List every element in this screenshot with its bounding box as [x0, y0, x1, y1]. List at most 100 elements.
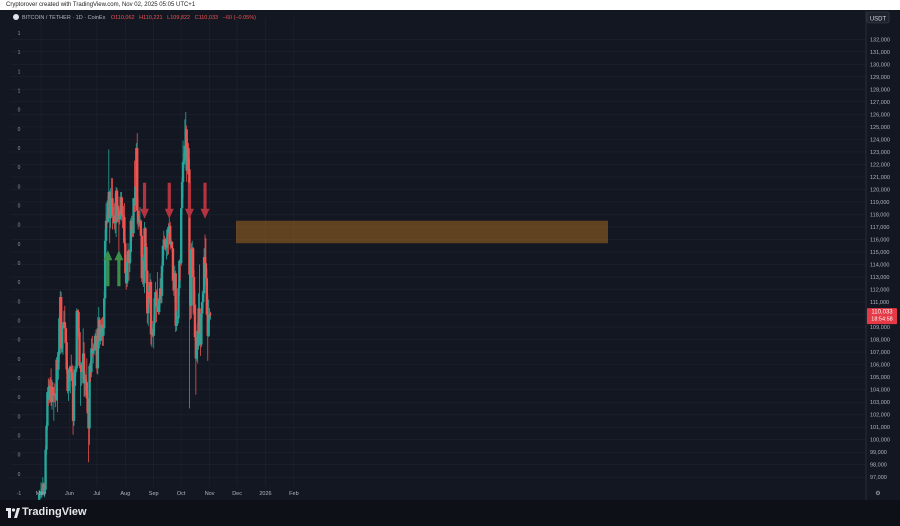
candle-body	[124, 243, 127, 274]
candle-body	[162, 239, 165, 246]
candle-body	[143, 228, 146, 284]
currency-label: USDT	[870, 17, 887, 23]
candle-body	[106, 200, 110, 222]
candle-body	[166, 229, 169, 247]
candle-body	[76, 310, 79, 313]
price-tick-label: 101,000	[870, 425, 890, 431]
candle-body	[108, 191, 111, 219]
price-tick-label: 114,000	[870, 263, 889, 269]
left-axis-label: 0	[18, 146, 21, 152]
ohlc-legend: BITCOIN / TETHER · 1D · CoinEx O110,062 …	[22, 15, 256, 21]
candle-body	[90, 348, 93, 373]
time-tick-label: Sep	[149, 491, 159, 497]
time-axis[interactable]: May Jun Jul Aug Sep Oct Nov Dec 2026 Feb ⚙	[36, 490, 881, 497]
price-tick-label: 113,000	[870, 275, 889, 281]
candle-body	[61, 327, 65, 329]
price-tick-label: 132,000	[870, 37, 890, 43]
candle-body	[149, 282, 153, 335]
left-axis-label: -1	[17, 491, 22, 497]
candle-body	[174, 273, 177, 326]
candle-body	[200, 313, 203, 345]
candle-body	[58, 318, 61, 355]
candle-body	[128, 252, 132, 264]
candle-body	[55, 359, 58, 400]
candle-body	[177, 288, 180, 319]
price-tick-label: 106,000	[870, 363, 890, 369]
candle-body	[134, 186, 137, 206]
candle-body	[188, 169, 191, 275]
candle-body	[168, 225, 172, 245]
price-tick-label: 108,000	[870, 338, 890, 344]
time-tick-label: Dec	[232, 491, 242, 497]
currency-badge[interactable]	[866, 11, 890, 24]
candles	[37, 111, 212, 503]
candle-body	[181, 161, 185, 182]
candle-body	[85, 382, 89, 399]
price-axis[interactable]: 97,000 98,000 99,000 100,000 101,000 102,000 1…	[870, 37, 890, 481]
time-tick-label: May	[36, 491, 47, 497]
candle-body	[193, 304, 197, 338]
candle-body	[123, 216, 126, 244]
candle-body	[136, 148, 139, 211]
candle-body	[153, 298, 156, 324]
candle-body	[207, 319, 210, 336]
price-tick-label: 122,000	[870, 162, 890, 168]
candle-body	[161, 245, 165, 266]
chart-frame[interactable]: 97,000 98,000 99,000 100,000 101,000 102,000 1…	[0, 10, 900, 503]
price-tick-label: 118,000	[870, 212, 889, 218]
candle-body	[66, 369, 69, 391]
candle-body	[98, 319, 101, 341]
time-tick-label: Nov	[205, 491, 215, 497]
time-tick-label: Feb	[289, 491, 298, 497]
left-axis-label: 0	[18, 127, 21, 133]
left-axis-label: 0	[18, 184, 21, 190]
candle-body	[147, 292, 150, 314]
arrow-up-marker	[103, 250, 113, 287]
price-tick-label: 127,000	[870, 100, 890, 106]
price-tick-label: 121,000	[870, 175, 890, 181]
settings-icon[interactable]: ⚙	[875, 490, 880, 497]
legend-low: L109,822	[167, 15, 190, 21]
candle-body	[64, 328, 67, 343]
tradingview-logo-icon	[6, 508, 20, 518]
candle-body	[191, 248, 195, 278]
price-tick-label: 117,000	[870, 225, 889, 231]
left-axis: 1 1 1 1 0 0 0 0 0 0 0 0 0 0 0 0 0 0 0 0 0 0 0 0 -1	[17, 31, 22, 497]
candle-body	[163, 239, 166, 241]
candle-body	[51, 387, 55, 396]
price-tick-label: 97,000	[870, 475, 887, 481]
candle-body	[88, 365, 91, 429]
candle-body	[160, 265, 164, 296]
candle-body	[182, 159, 186, 162]
candle-body	[158, 299, 161, 313]
candle-body	[125, 262, 129, 284]
price-chart[interactable]: 97,000 98,000 99,000 100,000 101,000 102,000 1…	[0, 10, 900, 503]
price-tick-label: 130,000	[870, 62, 890, 68]
time-tick-label: 2026	[259, 491, 271, 497]
price-tick-label: 112,000	[870, 288, 889, 294]
candle-body	[99, 337, 102, 341]
price-tick-label: 100,000	[870, 438, 890, 444]
candle-body	[46, 392, 49, 426]
left-axis-label: 1	[18, 50, 21, 56]
price-tick-label: 111,000	[870, 300, 889, 306]
candle-body	[190, 249, 193, 306]
candle-body	[115, 190, 119, 206]
candle-body	[92, 348, 96, 351]
candle-body	[103, 298, 106, 329]
chart-credit-text: Cryptorover created with TradingView.com…	[6, 2, 196, 8]
price-tick-label: 102,000	[870, 413, 890, 419]
price-tag-box	[867, 308, 897, 325]
left-axis-label: 1	[18, 31, 21, 37]
candle-body	[109, 205, 112, 219]
candle-body	[192, 277, 196, 305]
price-tick-label: 123,000	[870, 150, 890, 156]
candle-body	[44, 449, 47, 490]
candle-body	[57, 354, 60, 370]
candle-body	[113, 215, 116, 224]
candle-body	[116, 205, 120, 211]
candle-body	[82, 353, 86, 384]
price-axis-bg[interactable]	[866, 10, 900, 500]
price-tag-price: 110,033	[871, 310, 893, 316]
candle-body	[75, 310, 78, 369]
